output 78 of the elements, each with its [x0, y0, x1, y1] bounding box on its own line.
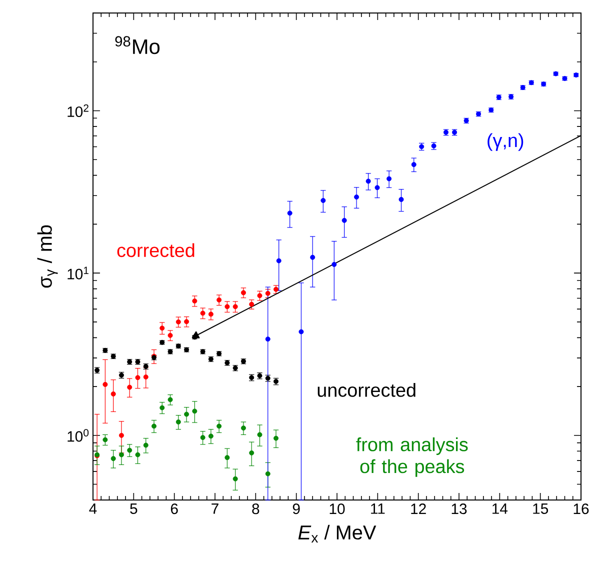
point [192, 298, 198, 304]
point [168, 332, 173, 338]
point [249, 450, 254, 456]
point [287, 210, 292, 216]
point [135, 452, 140, 458]
x-tick-label: 5 [130, 504, 138, 514]
point [102, 382, 108, 387]
point [274, 436, 278, 441]
point [257, 432, 262, 438]
y-tick-label: 10$^{1}$ [68, 266, 88, 280]
x-tick-label: 6 [170, 504, 178, 514]
point [110, 391, 116, 396]
y-tick-label: 10$^{0}$ [68, 429, 89, 442]
x-tick-label: 9 [292, 504, 300, 514]
x-tick-label: 12 [411, 504, 426, 514]
point [208, 434, 214, 439]
point [265, 336, 270, 342]
point [127, 384, 132, 390]
point [411, 162, 416, 168]
point [184, 412, 190, 417]
x-tick-label: 10 [330, 504, 345, 514]
x-tick-label: 13 [452, 504, 467, 514]
x-tick-label: 14 [492, 504, 508, 514]
x-tick-label: 16 [574, 504, 589, 514]
point [152, 424, 156, 429]
point [208, 312, 214, 317]
point [216, 424, 222, 429]
point [310, 254, 316, 260]
point [176, 419, 181, 424]
point [374, 185, 380, 190]
point [342, 218, 347, 223]
point [127, 448, 132, 453]
point [143, 442, 148, 448]
point [160, 326, 165, 331]
x-tick-label: 4 [89, 504, 97, 514]
x-axis-title: E$_{x}$ / MeV [298, 524, 376, 542]
point [135, 375, 140, 380]
y-tick-label: 10$^{2}$ [68, 104, 88, 118]
text: from analysis of the peaks [356, 437, 468, 477]
point [298, 329, 304, 334]
point [232, 476, 238, 482]
point [110, 456, 116, 462]
point [386, 176, 392, 182]
point [398, 196, 404, 202]
point [332, 262, 337, 267]
point [102, 437, 108, 442]
point [224, 455, 230, 460]
point [168, 397, 173, 402]
point [184, 319, 190, 324]
point [176, 319, 181, 324]
point [249, 302, 254, 307]
point [265, 290, 270, 296]
point [192, 408, 198, 414]
y-axis-title: σ$_{γ}$ / mb [37, 225, 58, 288]
series-label: (γ,n) [488, 133, 524, 151]
x-tick-label: 7 [212, 504, 218, 514]
point [265, 471, 270, 476]
point [257, 293, 262, 298]
point [224, 304, 230, 310]
point [366, 178, 371, 184]
point [232, 304, 238, 310]
point [118, 432, 124, 438]
text: corrected [117, 243, 194, 258]
point [354, 194, 360, 200]
point [240, 290, 246, 296]
x-tick-label: 15 [533, 504, 548, 514]
point [143, 374, 148, 380]
x-tick-label: 11 [371, 504, 385, 514]
annotation: $^{98}$Mo [115, 36, 160, 54]
point [200, 435, 206, 440]
x-tick-label: 8 [252, 504, 260, 514]
point [276, 258, 282, 264]
point [240, 426, 246, 431]
point [160, 405, 165, 410]
text: uncorrected [318, 382, 416, 397]
point [200, 310, 206, 316]
point [216, 297, 222, 302]
point [320, 198, 326, 203]
